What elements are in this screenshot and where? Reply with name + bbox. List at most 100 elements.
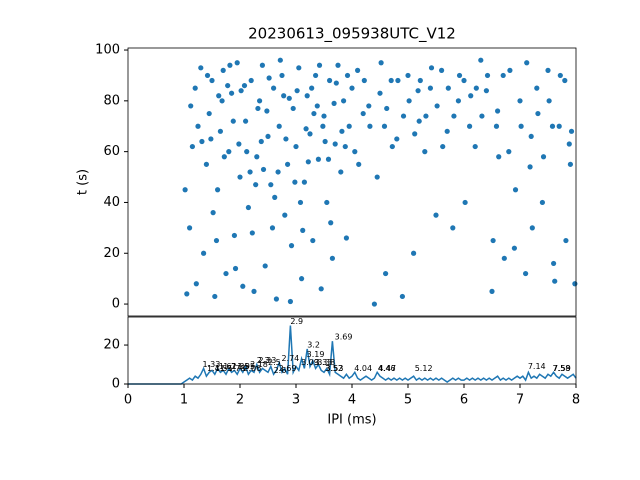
scatter-point (305, 159, 311, 165)
axes-frame (127, 47, 577, 317)
scatter-point (188, 103, 194, 109)
scatter-point (389, 143, 395, 150)
scatter-point (184, 291, 190, 297)
scatter-point (314, 103, 320, 109)
scatter-point (434, 103, 440, 109)
scatter-point (220, 67, 226, 73)
peak-annotation: 1.95 (237, 362, 255, 371)
scatter-point (490, 237, 496, 244)
scatter-point (529, 225, 535, 231)
scatter-point (355, 67, 361, 73)
peak-annotation: 3.52 (325, 364, 343, 373)
scatter-point (232, 265, 239, 272)
chart-title: 20230613_095938UTC_V12 (248, 25, 456, 44)
peak-annotation: 3.69 (335, 333, 353, 342)
scatter-point (304, 93, 310, 99)
scatter-point (210, 210, 216, 216)
scatter-point (243, 118, 249, 124)
scatter-point (444, 128, 450, 134)
scatter-point (549, 123, 556, 129)
scatter-point (300, 227, 306, 233)
peak-annotation: 1.7 (223, 362, 236, 371)
scatter-point (236, 141, 242, 147)
scatter-point (360, 110, 366, 117)
scatter-point (507, 67, 513, 73)
scatter-point (240, 283, 246, 289)
scatter-point (318, 286, 324, 292)
peak-annotation: 3.09 (301, 358, 319, 367)
peak-annotation: 4.46 (378, 364, 396, 373)
scatter-point (260, 166, 267, 173)
scatter-point (451, 113, 457, 119)
scatter-point (301, 179, 307, 185)
scatter-point (204, 72, 211, 79)
x-tick-label: 2 (236, 393, 244, 408)
scatter-point (315, 156, 321, 162)
scatter-point (445, 85, 451, 91)
y-tick-label: 0 (112, 297, 120, 312)
scatter-point (557, 72, 563, 79)
scatter-point (259, 62, 265, 68)
scatter-point (566, 141, 572, 147)
scatter-point (241, 82, 248, 89)
scatter-point (428, 65, 435, 71)
scatter-point (195, 123, 201, 129)
peak-annotation: 4.04 (354, 364, 372, 373)
y-tick-label: 80 (103, 93, 120, 108)
scatter-point (225, 82, 231, 89)
scatter-point (215, 187, 221, 193)
scatter-point (333, 80, 339, 86)
scatter-point (384, 105, 390, 112)
scatter-point (562, 77, 568, 84)
scatter-point (216, 93, 222, 99)
scatter-point (473, 85, 479, 91)
scatter-point (208, 136, 214, 142)
scatter-point (294, 88, 300, 94)
peak-annotation: 2.6 (274, 366, 287, 375)
scatter-point (223, 270, 229, 277)
scatter-point (478, 57, 484, 63)
scatter-point (563, 237, 569, 244)
scatter-point (450, 225, 456, 231)
y-tick-label: 100 (95, 43, 120, 58)
scatter-point (399, 293, 405, 300)
scatter-point (234, 60, 240, 66)
scatter-point (524, 60, 530, 66)
scatter-point (281, 93, 287, 99)
scatter-point (229, 90, 235, 96)
scatter-point (433, 212, 439, 218)
scatter-point (238, 88, 244, 94)
scatter-point (310, 237, 316, 244)
scatter-point (371, 301, 377, 307)
scatter-point (341, 98, 347, 104)
scatter-point (257, 98, 263, 104)
scatter-point (212, 293, 218, 300)
scatter-point (415, 88, 421, 94)
scatter-point (411, 250, 417, 256)
scatter-point (456, 72, 463, 79)
scatter-point (416, 118, 422, 124)
scatter-point (511, 245, 517, 251)
scatter-point (412, 131, 418, 137)
scatter-point (266, 75, 272, 81)
scatter-point (356, 161, 362, 167)
x-axis-label: IPI (ms) (327, 413, 376, 428)
peak-annotation: 1.85 (232, 362, 250, 371)
scatter-point (546, 98, 552, 104)
scatter-point (322, 138, 328, 145)
scatter-point (293, 143, 299, 150)
peak-annotation: 3.2 (307, 340, 320, 349)
scatter-point (512, 187, 519, 193)
scatter-point (500, 72, 506, 79)
scatter-point (484, 72, 491, 79)
scatter-point (378, 60, 384, 66)
y-tick-label: 40 (103, 195, 120, 210)
scatter-point (189, 143, 195, 150)
scatter-point (552, 278, 558, 284)
scatter-point (290, 105, 296, 112)
scatter-point (423, 113, 429, 119)
scatter-point (273, 296, 279, 302)
scatter-point (264, 108, 270, 114)
scatter-point (335, 62, 341, 68)
